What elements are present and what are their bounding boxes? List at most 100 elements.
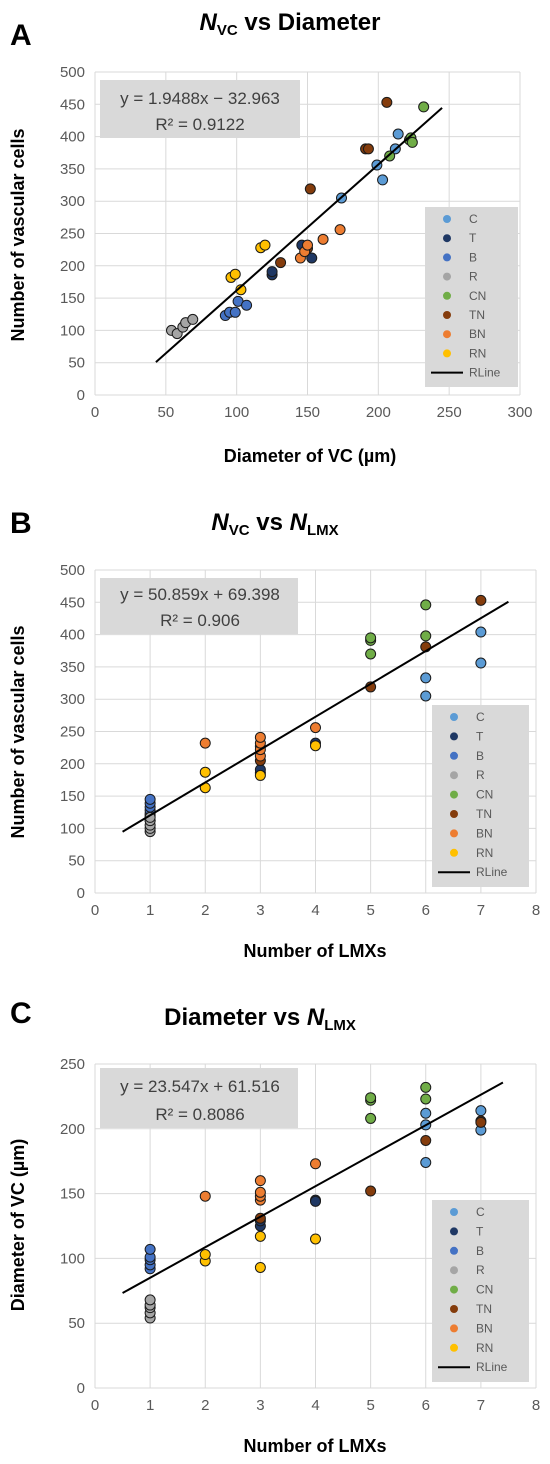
data-point-c: [475, 657, 487, 669]
data-point-cn: [365, 1112, 377, 1124]
legend-label: CN: [469, 289, 486, 303]
legend-swatch-bn: [450, 1324, 458, 1333]
data-point-rn: [235, 284, 247, 296]
data-point-cn: [418, 101, 430, 113]
data-point-cn: [420, 1093, 432, 1105]
equation-box: [100, 1068, 298, 1128]
data-point-b: [144, 1243, 156, 1255]
legend-swatch-r: [450, 771, 458, 780]
legend-label: TN: [476, 807, 492, 821]
x-tick-label: 2: [201, 1397, 209, 1414]
data-point-c: [475, 626, 487, 638]
legend-swatch-cn: [450, 790, 458, 799]
legend-label: TN: [469, 308, 485, 322]
chart-panel-c: C Diameter vs NLMX 0 50 100 150 200 250 0 1 2 3 4 5 6 7…: [8, 997, 540, 1456]
data-point-bn: [254, 1175, 266, 1187]
legend-swatch-b: [450, 751, 458, 760]
data-point-cn: [365, 632, 377, 644]
legend-label: C: [469, 212, 478, 226]
legend-swatch-c: [443, 215, 451, 223]
legend-swatch-c: [450, 1208, 458, 1216]
legend-label: TN: [476, 1302, 492, 1316]
x-tick-label: 1: [146, 1397, 154, 1414]
data-point-bn: [254, 731, 266, 743]
x-tick-label: 3: [256, 902, 264, 919]
data-point-c: [392, 128, 404, 140]
chart-panel-b: B NVC vs NLMX0501001502002503003504004505…: [8, 507, 540, 961]
data-point-rn: [310, 1233, 321, 1245]
regression-equation: y = 50.859x + 69.398: [120, 585, 280, 604]
x-tick-label: 50: [157, 404, 174, 421]
data-point-c: [475, 1105, 487, 1117]
legend-box: [425, 207, 518, 387]
data-point-c: [420, 672, 432, 684]
y-tick-label: 200: [60, 258, 85, 275]
legend-label: BN: [476, 1321, 493, 1335]
legend-swatch-rn: [443, 349, 451, 358]
legend-label: B: [476, 1244, 484, 1258]
y-tick-label: 200: [60, 1121, 85, 1138]
data-point-cn: [365, 1092, 377, 1104]
legend-swatch-cn: [443, 291, 451, 300]
legend-label: RN: [476, 846, 493, 860]
legend-label: B: [476, 749, 484, 763]
data-point-bn: [310, 722, 321, 734]
legend-label: R: [476, 1263, 485, 1277]
y-tick-label: 100: [60, 820, 85, 837]
data-point-cn: [406, 136, 418, 148]
x-tick-label: 200: [366, 404, 391, 421]
data-point-c: [377, 174, 389, 186]
x-tick-label: 300: [507, 404, 532, 421]
x-tick-label: 2: [201, 902, 209, 919]
regression-equation: y = 23.547x + 61.516: [120, 1077, 280, 1096]
legend-label: T: [469, 231, 477, 245]
chart-title: NVC vs NLMX: [211, 509, 338, 539]
legend-label: T: [476, 1224, 484, 1238]
data-point-tn: [304, 183, 316, 195]
legend-label: C: [476, 710, 485, 724]
legend-swatch-t: [443, 234, 451, 243]
y-tick-label: 500: [60, 562, 85, 579]
data-point-cn: [420, 630, 432, 642]
x-axis-title: Diameter of VC (µm): [224, 446, 396, 466]
legend-label: CN: [476, 1283, 493, 1297]
regression-line: [155, 107, 443, 363]
y-tick-label: 150: [60, 788, 85, 805]
data-point-r: [144, 1294, 156, 1306]
data-point-tn: [365, 1185, 377, 1197]
y-tick-label: 150: [60, 290, 85, 307]
r-squared: R² = 0.8086: [155, 1105, 244, 1124]
x-tick-label: 3: [256, 1397, 264, 1414]
data-point-bn: [302, 239, 313, 251]
legend-swatch-b: [443, 253, 451, 262]
data-point-c: [420, 1156, 432, 1168]
x-tick-label: 0: [91, 902, 99, 919]
legend-swatch-b: [450, 1246, 458, 1255]
y-tick-label: 300: [60, 193, 85, 210]
r-squared: R² = 0.9122: [155, 115, 244, 134]
y-tick-label: 200: [60, 756, 85, 773]
x-tick-label: 6: [422, 1397, 430, 1414]
y-tick-label: 250: [60, 1056, 85, 1073]
panel-letter: B: [10, 507, 32, 540]
x-tick-label: 6: [422, 902, 430, 919]
y-tick-label: 0: [77, 885, 85, 902]
regression-line: [122, 1081, 504, 1294]
y-tick-label: 100: [60, 322, 85, 339]
legend-label: R: [469, 270, 478, 284]
legend-label: RLine: [476, 865, 508, 879]
legend-label: RN: [476, 1341, 493, 1355]
x-tick-label: 0: [91, 1397, 99, 1414]
x-tick-label: 7: [477, 902, 485, 919]
data-point-tn: [475, 594, 487, 606]
data-point-rn: [310, 740, 321, 752]
data-point-t: [310, 1195, 321, 1207]
regression-line: [122, 600, 509, 833]
x-tick-label: 150: [295, 404, 320, 421]
regression-equation: y = 1.9488x − 32.963: [120, 89, 280, 108]
equation-box: [100, 578, 298, 634]
x-tick-label: 1: [146, 902, 154, 919]
x-tick-label: 5: [366, 1397, 374, 1414]
